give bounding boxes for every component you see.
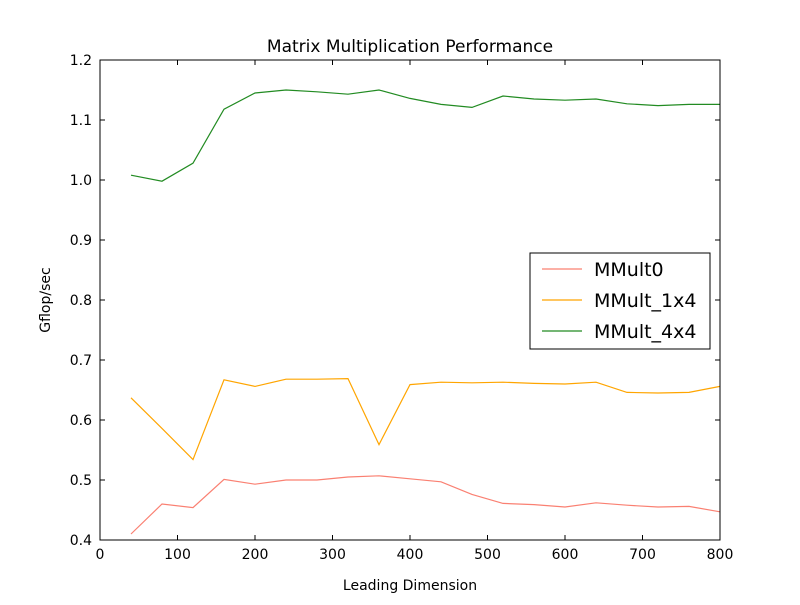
y-axis-title: Gflop/sec xyxy=(38,267,54,332)
y-tick-label: 0.8 xyxy=(70,293,92,309)
x-tick-label: 400 xyxy=(397,547,424,563)
legend-label-1: MMult_1x4 xyxy=(594,290,696,312)
y-tick-label: 1.1 xyxy=(70,113,92,129)
y-tick-label: 0.9 xyxy=(70,233,92,249)
series-line-0 xyxy=(130,475,721,535)
y-tick-label: 1.2 xyxy=(70,53,92,69)
legend-label-0: MMult0 xyxy=(594,259,664,281)
series-line-2 xyxy=(130,89,720,182)
tick-layer: 0 100 200 300 400 500 600 700 800 0.4 0.5 0.6 0.7 0.8… xyxy=(70,53,734,563)
series-line-1 xyxy=(130,377,721,461)
y-tick-label: 0.5 xyxy=(70,473,92,489)
x-tick-label: 600 xyxy=(552,547,579,563)
y-tick-label: 0.6 xyxy=(70,413,92,429)
x-tick-label: 300 xyxy=(319,547,346,563)
x-tick-label: 700 xyxy=(629,547,656,563)
x-tick-label: 200 xyxy=(242,547,269,563)
y-tick-label: 0.4 xyxy=(70,533,92,549)
y-tick-label: 0.7 xyxy=(70,353,92,369)
chart-title: Matrix Multiplication Performance xyxy=(267,37,553,57)
legend-label-2: MMult_4x4 xyxy=(594,321,696,343)
x-tick-label: 500 xyxy=(474,547,501,563)
legend: MMult0 MMult_1x4 MMult_4x4 xyxy=(529,252,711,350)
x-axis-title: Leading Dimension xyxy=(343,578,477,594)
y-tick-label: 1.0 xyxy=(70,173,92,189)
x-tick-label: 0 xyxy=(96,547,105,563)
series-layer xyxy=(130,89,721,535)
x-tick-label: 100 xyxy=(164,547,191,563)
x-tick-label: 800 xyxy=(707,547,734,563)
